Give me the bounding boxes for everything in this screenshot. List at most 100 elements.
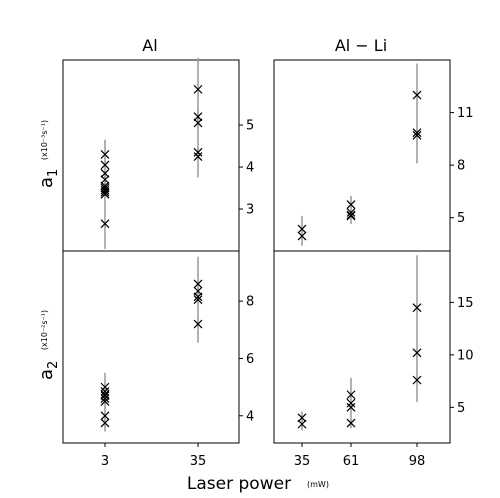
data-point-marker — [100, 389, 110, 399]
data-point-marker — [193, 279, 203, 289]
row-label-a2-symbol: a — [36, 369, 57, 380]
axes-frame-al-a2 — [62, 250, 240, 444]
y-tick-label: 5 — [246, 119, 254, 134]
x-tick-label: 61 — [343, 454, 360, 469]
x-tick-label: 98 — [409, 454, 426, 469]
marker-stroke — [100, 397, 110, 406]
marker-stroke — [100, 160, 110, 170]
marker-stroke — [100, 150, 110, 159]
data-point-marker — [100, 183, 110, 193]
marker-stroke — [346, 211, 356, 221]
data-point-marker — [346, 200, 356, 209]
marker-stroke — [297, 224, 307, 234]
marker-stroke — [412, 303, 422, 313]
data-point-marker — [100, 219, 110, 229]
row-label-a1-unit: (x10⁻³s⁻¹) — [40, 120, 49, 160]
data-point-marker — [193, 118, 203, 128]
data-point-marker — [297, 419, 307, 429]
y-tick-label: 5 — [457, 211, 465, 226]
marker-stroke — [100, 386, 110, 396]
data-point-marker — [346, 418, 356, 428]
data-point-marker — [346, 208, 356, 217]
marker-stroke — [297, 413, 307, 423]
x-axis-label: Laser power — [187, 474, 291, 494]
y-tick-label: 11 — [457, 106, 474, 121]
marker-stroke — [100, 187, 110, 197]
data-point-marker — [346, 210, 356, 220]
data-point-marker — [193, 112, 203, 122]
marker-stroke — [346, 418, 356, 428]
marker-stroke — [100, 219, 110, 229]
marker-stroke — [100, 389, 110, 399]
row-label-a1: a1 — [36, 169, 61, 188]
marker-stroke — [193, 118, 203, 128]
y-tick-label: 8 — [246, 295, 254, 310]
x-axis-unit: (mW) — [307, 480, 329, 489]
marker-stroke — [346, 390, 356, 400]
marker-stroke — [193, 319, 203, 329]
data-point-marker — [193, 152, 203, 161]
marker-stroke — [193, 147, 203, 157]
data-point-marker — [297, 224, 307, 234]
data-point-marker — [100, 394, 110, 404]
data-point-marker — [412, 375, 422, 385]
marker-stroke — [100, 394, 110, 404]
marker-stroke — [412, 375, 422, 385]
marker-stroke — [100, 382, 110, 392]
y-tick-label: 4 — [246, 161, 254, 176]
y-tick-label: 6 — [246, 352, 254, 367]
marker-stroke — [100, 181, 110, 191]
data-point-marker — [412, 90, 422, 100]
y-tick-label: 4 — [246, 409, 254, 424]
data-point-marker — [193, 84, 203, 94]
row-label-a1-symbol: a — [36, 177, 57, 188]
data-point-marker — [346, 398, 356, 408]
marker-stroke — [412, 348, 422, 358]
y-tick-label: 8 — [457, 159, 465, 174]
marker-stroke — [346, 402, 356, 412]
row-label-a2: a2 — [36, 361, 61, 380]
marker-stroke — [297, 419, 307, 429]
marker-stroke — [193, 279, 203, 289]
y-tick-label: 10 — [457, 348, 474, 363]
data-point-marker — [100, 187, 110, 197]
axes-frame-alli-a2 — [273, 250, 451, 444]
data-point-marker — [193, 295, 203, 305]
data-point-marker — [297, 413, 307, 423]
marker-stroke — [100, 189, 110, 199]
marker-stroke — [346, 398, 356, 408]
data-point-marker — [100, 150, 110, 159]
axes-frame-al-a1 — [62, 59, 240, 252]
marker-stroke — [346, 208, 356, 217]
row-label-a2-unit: (x10⁻²s⁻¹) — [40, 310, 49, 350]
marker-stroke — [193, 295, 203, 305]
marker-stroke — [346, 200, 356, 209]
data-point-marker — [297, 231, 307, 241]
data-point-marker — [412, 130, 422, 140]
marker-stroke — [100, 185, 110, 195]
marker-stroke — [346, 210, 356, 220]
panel-alli-a2: 5 10 15 35 61 98 — [273, 250, 474, 469]
marker-stroke — [412, 128, 422, 138]
marker-stroke — [193, 84, 203, 94]
svg-text:a2: a2 — [36, 361, 61, 380]
marker-stroke — [193, 292, 203, 302]
data-point-marker — [100, 397, 110, 406]
marker-stroke — [100, 183, 110, 193]
x-tick-label: 3 — [101, 454, 109, 469]
data-point-marker — [346, 390, 356, 400]
data-point-marker — [193, 319, 203, 329]
row-label-a1-subscript: 1 — [46, 169, 61, 177]
y-tick-label: 15 — [457, 296, 474, 311]
marker-stroke — [100, 411, 110, 421]
data-point-marker — [346, 402, 356, 412]
data-point-marker — [346, 211, 356, 221]
data-point-marker — [412, 128, 422, 138]
data-point-marker — [100, 185, 110, 195]
data-point-marker — [100, 189, 110, 199]
y-tick-label: 3 — [246, 203, 254, 218]
x-tick-label: 35 — [190, 454, 207, 469]
panel-alli-a1: 5 8 11 — [273, 59, 474, 252]
data-point-marker — [193, 292, 203, 302]
